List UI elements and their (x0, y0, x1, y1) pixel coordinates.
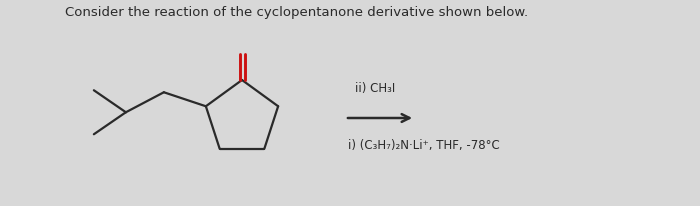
Text: ii) CH₃I: ii) CH₃I (355, 82, 395, 95)
Text: Consider the reaction of the cyclopentanone derivative shown below.: Consider the reaction of the cyclopentan… (65, 6, 528, 19)
Text: i) (C₃H₇)₂N·Li⁺, THF, -78°C: i) (C₃H₇)₂N·Li⁺, THF, -78°C (348, 138, 500, 151)
